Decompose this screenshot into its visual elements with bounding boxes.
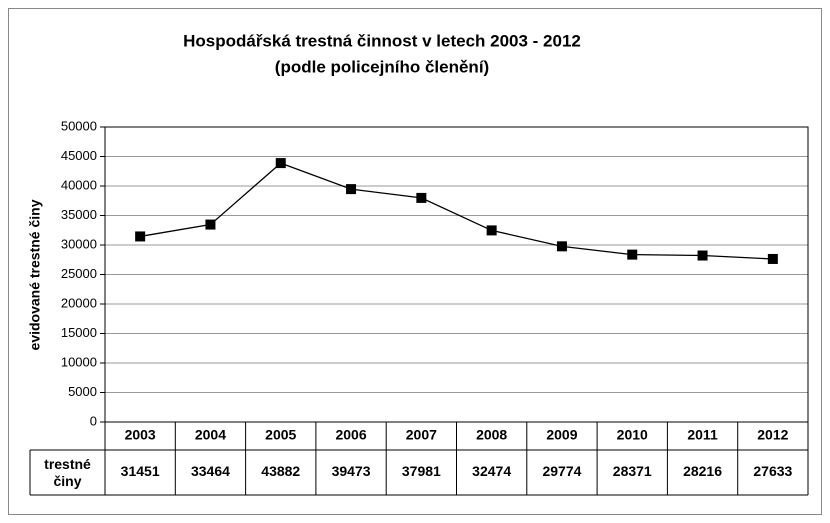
marker (627, 249, 638, 260)
table-value: 27633 (753, 463, 792, 479)
marker (767, 253, 778, 264)
table-value: 43882 (261, 463, 300, 479)
marker (486, 225, 497, 236)
series-line (140, 162, 773, 260)
marker (697, 250, 708, 261)
y-tick-label: 50000 (61, 118, 97, 133)
table-value: 28216 (683, 463, 722, 479)
x-tick-label: 2012 (757, 427, 788, 443)
x-tick-label: 2008 (476, 427, 507, 443)
marker (205, 219, 216, 230)
table-row-label: trestné činy (44, 455, 91, 489)
y-tick-label: 15000 (61, 325, 97, 340)
x-tick-label: 2003 (125, 427, 156, 443)
y-tick-label: 40000 (61, 177, 97, 192)
y-tick-label: 20000 (61, 295, 97, 310)
table-value: 28371 (613, 463, 652, 479)
table-value: 31451 (121, 463, 160, 479)
table-value: 32474 (472, 463, 511, 479)
marker (275, 158, 286, 169)
table-value: 29774 (542, 463, 581, 479)
marker (346, 184, 357, 195)
table-value: 39473 (332, 463, 371, 479)
table-value: 33464 (191, 463, 230, 479)
table-value: 37981 (402, 463, 441, 479)
marker (135, 231, 146, 242)
x-tick-label: 2009 (546, 427, 577, 443)
marker (416, 192, 427, 203)
y-tick-label: 5000 (68, 384, 97, 399)
chart-subtitle: (podle policejního členění) (275, 57, 489, 76)
marker (556, 241, 567, 252)
y-tick-label: 35000 (61, 207, 97, 222)
x-tick-label: 2011 (687, 427, 718, 443)
y-axis-label: evidované trestné činy (27, 199, 43, 350)
y-tick-label: 45000 (61, 148, 97, 163)
y-tick-label: 25000 (61, 266, 97, 281)
chart-title: Hospodářská trestná činnost v letech 200… (183, 31, 581, 50)
y-tick-label: 0 (90, 413, 97, 428)
y-tick-label: 30000 (61, 236, 97, 251)
x-tick-label: 2005 (265, 427, 296, 443)
x-tick-label: 2010 (617, 427, 648, 443)
x-tick-label: 2004 (195, 427, 226, 443)
y-tick-label: 10000 (61, 354, 97, 369)
chart-border (8, 8, 822, 515)
x-tick-label: 2006 (335, 427, 366, 443)
x-tick-label: 2007 (406, 427, 437, 443)
